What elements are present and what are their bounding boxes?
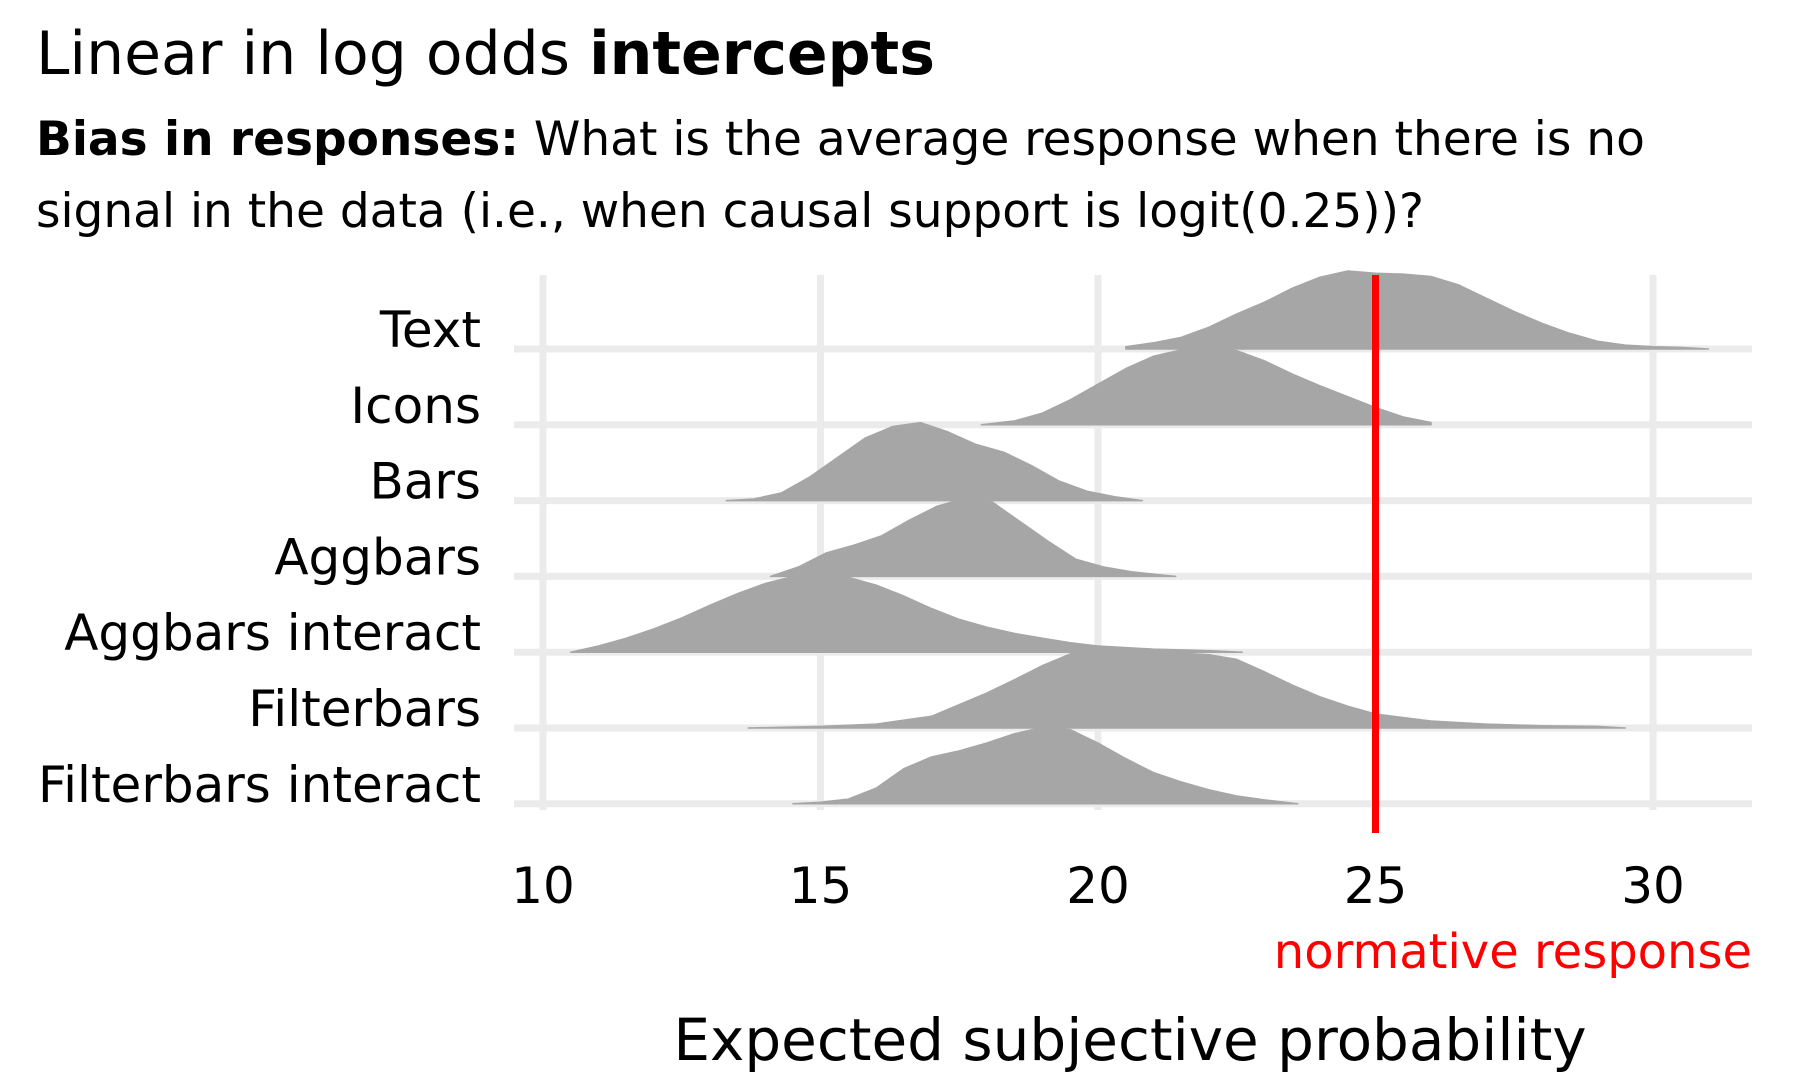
chart-subtitle: Bias in responses: What is the average r… <box>36 104 1776 248</box>
x-tick-label: 15 <box>789 857 853 915</box>
x-tick-label: 10 <box>511 857 575 915</box>
density-ridge-text <box>1125 270 1710 350</box>
title-regular: Linear in log odds <box>36 19 590 89</box>
x-tick-label: 25 <box>1344 857 1408 915</box>
density-ridge-aggbars-interact <box>570 573 1244 653</box>
chart-title: Linear in log odds intercepts <box>36 14 935 94</box>
subtitle-text: What is the average response when there … <box>36 112 1645 239</box>
x-tick-label: 20 <box>1066 857 1130 915</box>
reference-line-label: normative response <box>1274 924 1752 980</box>
density-ridge-icons <box>980 346 1432 426</box>
x-tick-label: 30 <box>1621 857 1685 915</box>
subtitle-bold: Bias in responses: <box>36 112 519 167</box>
x-axis-ticks: 10 15 20 25 30 <box>511 857 1685 915</box>
category-label: Aggbars <box>274 528 481 586</box>
category-label: Icons <box>350 377 481 435</box>
density-ridge-aggbars <box>769 497 1177 578</box>
density-ridge-filterbars <box>747 649 1627 729</box>
grid <box>514 275 1752 810</box>
category-label: Filterbars <box>248 680 481 738</box>
density-ridge-filterbars-interact <box>792 726 1299 805</box>
category-label: Text <box>379 301 481 359</box>
density-ridges <box>570 270 1710 805</box>
category-label: Bars <box>369 453 481 511</box>
category-labels: Text Icons Bars Aggbars Aggbars interact Filt… <box>38 301 481 814</box>
x-axis-title: Expected subjective probability <box>673 1006 1586 1074</box>
category-label: Filterbars interact <box>38 756 481 814</box>
category-label: Aggbars interact <box>64 604 481 662</box>
density-ridge-bars <box>725 421 1144 502</box>
reference-line-group: normative response <box>1274 275 1752 980</box>
title-bold: intercepts <box>589 19 935 89</box>
